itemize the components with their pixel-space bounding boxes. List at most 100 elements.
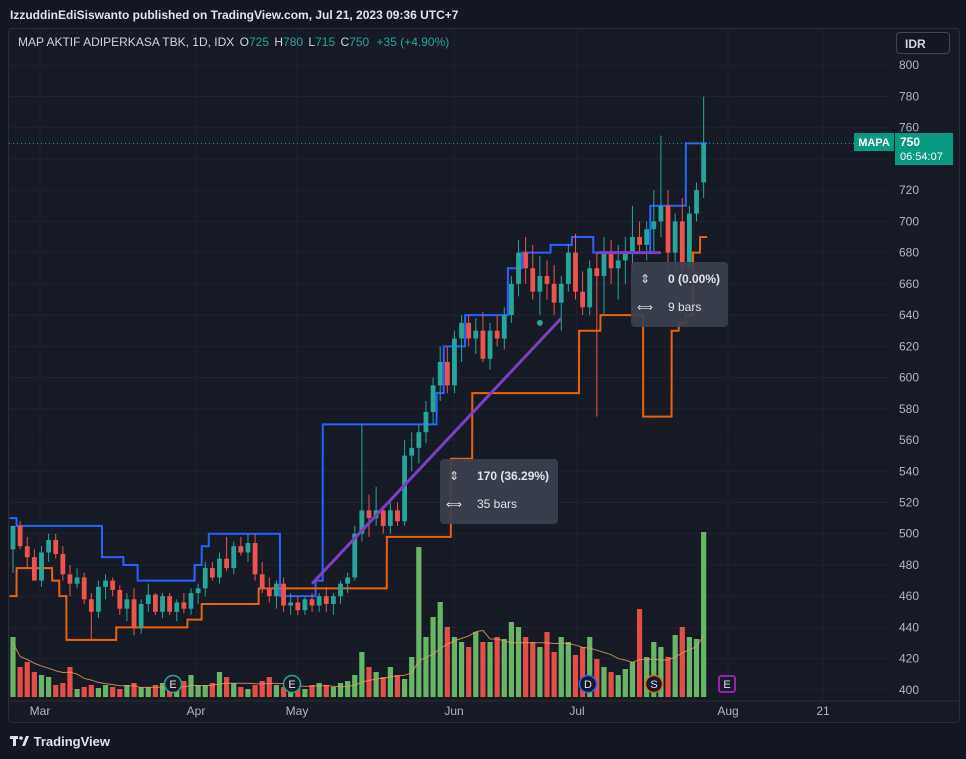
y-tick-label: 680 bbox=[899, 246, 919, 260]
volume-bar bbox=[622, 669, 628, 697]
tradingview-logo[interactable]: TradingView bbox=[10, 734, 110, 749]
tradingview-brand-text: TradingView bbox=[33, 734, 110, 749]
candle-body bbox=[110, 580, 116, 590]
candle-body bbox=[501, 315, 507, 339]
trend-point bbox=[536, 319, 543, 326]
volume-bar bbox=[330, 687, 336, 697]
candle-body bbox=[274, 583, 279, 597]
volume-bar bbox=[665, 657, 671, 697]
y-tick-label: 700 bbox=[899, 214, 919, 228]
candle-body bbox=[217, 558, 222, 578]
open-label: O bbox=[239, 35, 249, 49]
x-tick-label: 21 bbox=[816, 704, 830, 718]
volume-bar bbox=[644, 657, 650, 697]
symbol-tag-text: MAPA bbox=[858, 137, 890, 149]
candle-body bbox=[615, 260, 621, 269]
candle-body bbox=[630, 237, 635, 253]
candle-body bbox=[665, 205, 671, 253]
low-label: L bbox=[308, 35, 316, 49]
measure-small-change: 0 (0.00%) bbox=[668, 272, 720, 286]
volume-bar bbox=[430, 617, 436, 697]
volume-bar bbox=[693, 639, 700, 697]
candle-body bbox=[473, 330, 479, 339]
candle-body bbox=[117, 589, 123, 609]
volume-bar bbox=[523, 637, 529, 697]
candle-body bbox=[608, 252, 614, 269]
price-chart[interactable]: ⇕ 0 (0.00%) ⟺ 9 bars ⇕ 170 (36.29%) ⟺ 35 bars E E… bbox=[9, 29, 959, 722]
candle-body bbox=[209, 568, 215, 578]
candle-body bbox=[530, 268, 536, 292]
price-tag-bg bbox=[895, 133, 953, 165]
candle-body bbox=[259, 574, 265, 589]
candle-body bbox=[601, 252, 607, 277]
volume-bar bbox=[537, 647, 543, 697]
chart-pane[interactable]: ⇕ 0 (0.00%) ⟺ 9 bars ⇕ 170 (36.29%) ⟺ 35 bars E E… bbox=[8, 28, 960, 723]
y-tick-label: 600 bbox=[899, 371, 919, 385]
measure-large-height-icon: ⇕ bbox=[449, 469, 459, 483]
measure-small bbox=[631, 262, 728, 327]
volume-bar bbox=[266, 677, 272, 697]
candle-body bbox=[416, 432, 422, 448]
volume-bar bbox=[672, 635, 678, 697]
candle-body bbox=[444, 361, 450, 386]
candle-body bbox=[96, 586, 101, 612]
volume-bar bbox=[17, 667, 23, 697]
volume-bar bbox=[594, 659, 600, 697]
event-marker bbox=[578, 674, 598, 694]
y-tick-label: 720 bbox=[899, 183, 919, 197]
candle-body bbox=[17, 525, 23, 547]
volume-bar bbox=[530, 642, 536, 697]
volume-bar bbox=[145, 687, 151, 697]
volume-bar bbox=[159, 683, 166, 697]
x-tick-label: Jul bbox=[569, 704, 584, 718]
volume-bar bbox=[387, 667, 393, 697]
volume-bar bbox=[373, 672, 379, 697]
volume-bar bbox=[302, 689, 308, 697]
volume-bar bbox=[359, 652, 365, 697]
volume-bar bbox=[651, 642, 657, 697]
volume-bar bbox=[451, 637, 458, 697]
volume-bar bbox=[409, 657, 415, 697]
candle-body bbox=[181, 602, 187, 609]
candle-body bbox=[523, 252, 529, 269]
volume-bar bbox=[131, 683, 137, 697]
volume-bar bbox=[444, 627, 450, 697]
volume-bar bbox=[629, 662, 636, 697]
measure-large-width-icon: ⟺ bbox=[446, 499, 462, 511]
candle-body bbox=[81, 577, 87, 600]
volume-bar bbox=[224, 677, 230, 697]
measure-large-bars: 35 bars bbox=[477, 497, 517, 511]
candle-body bbox=[637, 237, 642, 245]
measure-large-change: 170 (36.29%) bbox=[477, 469, 549, 483]
volume-bar bbox=[188, 675, 194, 697]
volume-bar bbox=[558, 637, 564, 697]
event-marker-label: E bbox=[169, 679, 176, 691]
volume-bar bbox=[259, 681, 265, 697]
volume-bar bbox=[53, 685, 59, 697]
y-tick-label: 660 bbox=[899, 277, 919, 291]
y-tick-label: 640 bbox=[899, 308, 919, 322]
event-marker bbox=[282, 674, 302, 694]
candle-body bbox=[288, 602, 294, 606]
candle-body bbox=[224, 558, 229, 569]
x-tick-label: Apr bbox=[187, 704, 206, 718]
volume-bar bbox=[437, 602, 443, 697]
volume-bar bbox=[458, 642, 465, 697]
y-tick-label: 580 bbox=[899, 402, 919, 416]
volume-bar bbox=[636, 609, 643, 697]
candle-body bbox=[452, 338, 457, 386]
volume-bar bbox=[544, 632, 550, 697]
candle-body bbox=[245, 543, 251, 553]
volume-bar bbox=[352, 675, 358, 697]
volume-bar bbox=[658, 647, 664, 697]
published-by-text: IzzuddinEdiSiswanto published on Trading… bbox=[10, 8, 459, 22]
volume-bar bbox=[252, 685, 258, 697]
volume-bar bbox=[601, 667, 607, 697]
candle-body bbox=[138, 603, 144, 628]
change-value: +35 (+4.90%) bbox=[376, 35, 450, 49]
candle-body bbox=[131, 599, 137, 628]
volume-bar bbox=[280, 687, 287, 697]
currency-button[interactable]: IDR bbox=[896, 32, 950, 54]
candle-body bbox=[338, 583, 343, 597]
volume-bar bbox=[181, 681, 187, 697]
